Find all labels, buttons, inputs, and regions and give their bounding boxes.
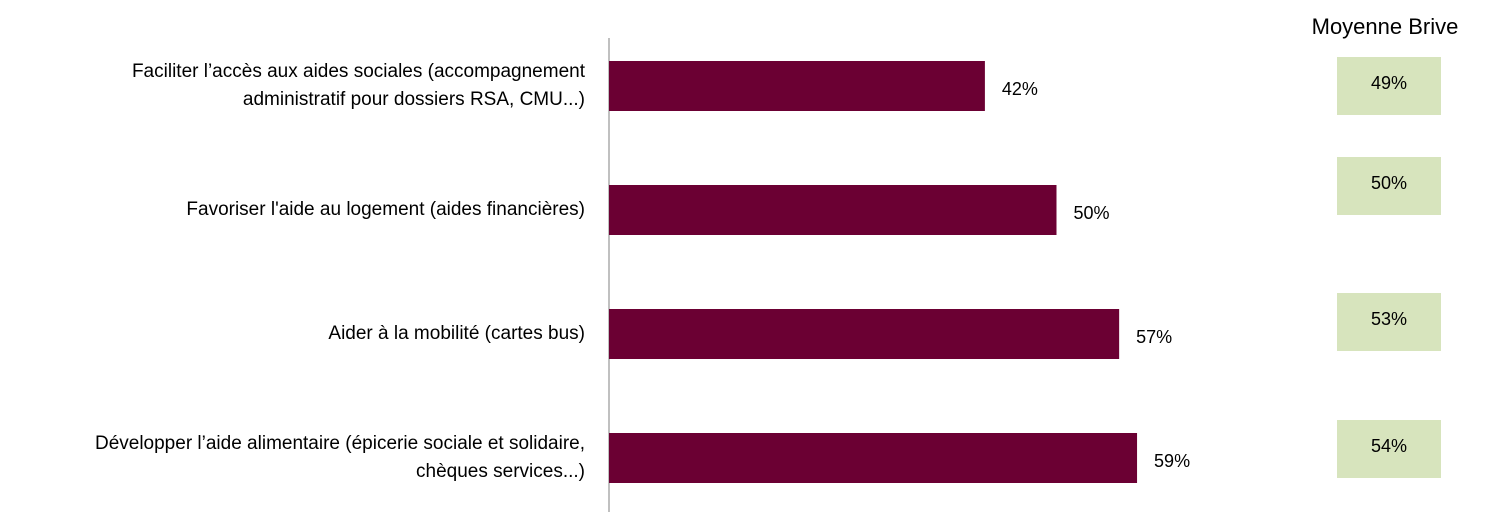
data-label: 42%	[1002, 79, 1038, 99]
category-label: Favoriser l'aide au logement (aides fina…	[186, 199, 585, 220]
category-label: Aider à la mobilité (cartes bus)	[328, 323, 585, 344]
bar	[609, 309, 1120, 359]
bar	[609, 61, 985, 111]
category-label: Faciliter l’accès aux aides sociales (ac…	[131, 61, 585, 110]
comparison-header: Moyenne Brive	[1312, 14, 1459, 39]
comparison-box	[1337, 157, 1441, 215]
comparison-label: 53%	[1371, 309, 1407, 329]
comparison-label: 54%	[1371, 436, 1407, 456]
category-label: Développer l’aide alimentaire (épicerie …	[94, 433, 585, 482]
bar	[609, 185, 1057, 235]
comparison-label: 50%	[1371, 173, 1407, 193]
comparison-box	[1337, 57, 1441, 115]
comparison-label: 49%	[1371, 73, 1407, 93]
data-label: 59%	[1154, 451, 1190, 471]
comparison-box	[1337, 293, 1441, 351]
comparison-box	[1337, 420, 1441, 478]
bar	[609, 433, 1138, 483]
data-label: 50%	[1074, 203, 1110, 223]
data-label: 57%	[1136, 327, 1172, 347]
